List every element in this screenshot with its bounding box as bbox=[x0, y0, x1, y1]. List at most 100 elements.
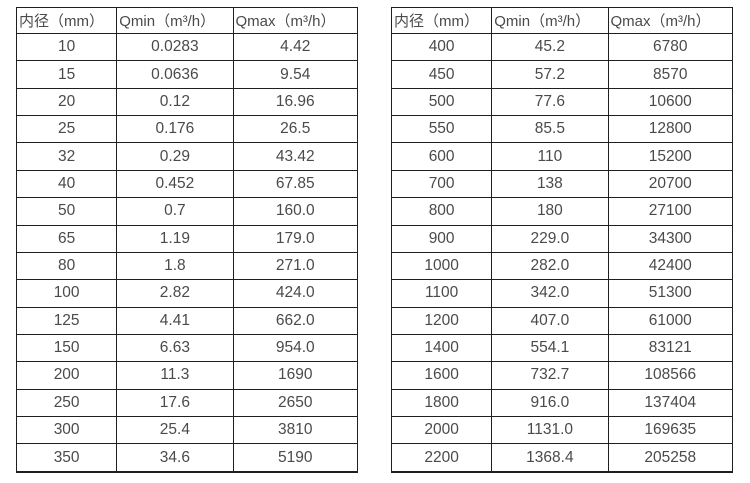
diameter-cell: 65 bbox=[15, 224, 118, 253]
qmin-cell: 11.3 bbox=[116, 361, 234, 390]
qmin-cell: 1131.0 bbox=[491, 416, 609, 445]
table-row: 600 110 15200 bbox=[390, 142, 734, 171]
table-row: 1600 732.7 108566 bbox=[390, 361, 734, 390]
diameter-cell: 200 bbox=[15, 361, 118, 390]
table-row: 450 57.2 8570 bbox=[390, 60, 734, 89]
qmax-cell: 9.54 bbox=[232, 60, 359, 89]
qmin-cell: 85.5 bbox=[491, 115, 609, 144]
qmin-cell: 110 bbox=[491, 142, 609, 171]
table-row: 15 0.0636 9.54 bbox=[15, 60, 359, 89]
table-row: 125 4.41 662.0 bbox=[15, 306, 359, 335]
diameter-cell: 20 bbox=[15, 87, 118, 117]
flow-rate-table-right: 内径（mm） Qmin（m³/h） Qmax（m³/h） 400 45.2 6780 45… bbox=[390, 7, 734, 473]
qmax-cell: 5190 bbox=[232, 443, 359, 473]
qmin-cell: 77.6 bbox=[491, 87, 609, 117]
table-row: 32 0.29 43.42 bbox=[15, 142, 359, 171]
qmin-cell: 732.7 bbox=[491, 361, 609, 390]
table-row: 1800 916.0 137404 bbox=[390, 388, 734, 418]
diameter-cell: 32 bbox=[15, 142, 118, 171]
table-row: 200 11.3 1690 bbox=[15, 361, 359, 390]
qmax-cell: 2650 bbox=[232, 388, 359, 418]
qmax-cell: 15200 bbox=[607, 142, 734, 171]
qmax-cell: 169635 bbox=[607, 416, 734, 445]
table-row: 1000 282.0 42400 bbox=[390, 251, 734, 281]
diameter-cell: 25 bbox=[15, 115, 118, 144]
qmax-cell: 20700 bbox=[607, 169, 734, 199]
table-row: 100 2.82 424.0 bbox=[15, 279, 359, 308]
table-row: 20 0.12 16.96 bbox=[15, 87, 359, 117]
diameter-cell: 150 bbox=[15, 333, 118, 363]
table-row: 25 0.176 26.5 bbox=[15, 115, 359, 144]
qmin-cell: 17.6 bbox=[116, 388, 234, 418]
qmax-cell: 42400 bbox=[607, 251, 734, 281]
qmax-cell: 662.0 bbox=[232, 306, 359, 335]
diameter-cell: 500 bbox=[390, 87, 493, 117]
diameter-cell: 50 bbox=[15, 197, 118, 226]
table-row: 2000 1131.0 169635 bbox=[390, 416, 734, 445]
qmin-cell: 0.7 bbox=[116, 197, 234, 226]
table-row: 1200 407.0 61000 bbox=[390, 306, 734, 335]
diameter-cell: 1100 bbox=[390, 279, 493, 308]
diameter-cell: 700 bbox=[390, 169, 493, 199]
table-row: 10 0.0283 4.42 bbox=[15, 32, 359, 62]
qmin-cell: 138 bbox=[491, 169, 609, 199]
qmin-cell: 0.176 bbox=[116, 115, 234, 144]
qmax-cell: 205258 bbox=[607, 443, 734, 473]
qmin-cell: 2.82 bbox=[116, 279, 234, 308]
header-row: 内径（mm） Qmin（m³/h） Qmax（m³/h） bbox=[15, 7, 359, 34]
qmax-cell: 12800 bbox=[607, 115, 734, 144]
qmin-cell: 57.2 bbox=[491, 60, 609, 89]
diameter-cell: 80 bbox=[15, 251, 118, 281]
qmax-cell: 67.85 bbox=[232, 169, 359, 199]
qmax-cell: 3810 bbox=[232, 416, 359, 445]
qmin-cell: 229.0 bbox=[491, 224, 609, 253]
qmax-cell: 61000 bbox=[607, 306, 734, 335]
qmax-cell: 34300 bbox=[607, 224, 734, 253]
qmin-cell: 25.4 bbox=[116, 416, 234, 445]
qmin-cell: 1.8 bbox=[116, 251, 234, 281]
qmax-cell: 26.5 bbox=[232, 115, 359, 144]
qmax-cell: 8570 bbox=[607, 60, 734, 89]
diameter-cell: 1400 bbox=[390, 333, 493, 363]
diameter-cell: 1600 bbox=[390, 361, 493, 390]
qmax-cell: 160.0 bbox=[232, 197, 359, 226]
qmin-cell: 407.0 bbox=[491, 306, 609, 335]
table-row: 2200 1368.4 205258 bbox=[390, 443, 734, 473]
diameter-cell: 400 bbox=[390, 32, 493, 62]
qmin-cell: 45.2 bbox=[491, 32, 609, 62]
qmin-cell: 0.12 bbox=[116, 87, 234, 117]
qmin-cell: 282.0 bbox=[491, 251, 609, 281]
table-row: 700 138 20700 bbox=[390, 169, 734, 199]
header-row: 内径（mm） Qmin（m³/h） Qmax（m³/h） bbox=[390, 7, 734, 34]
diameter-cell: 350 bbox=[15, 443, 118, 473]
diameter-cell: 300 bbox=[15, 416, 118, 445]
qmax-cell: 27100 bbox=[607, 197, 734, 226]
qmin-cell: 4.41 bbox=[116, 306, 234, 335]
table-row: 150 6.63 954.0 bbox=[15, 333, 359, 363]
qmax-cell: 83121 bbox=[607, 333, 734, 363]
table-row: 250 17.6 2650 bbox=[15, 388, 359, 418]
qmax-cell: 43.42 bbox=[232, 142, 359, 171]
table-row: 1400 554.1 83121 bbox=[390, 333, 734, 363]
qmin-column-header: Qmin（m³/h） bbox=[491, 7, 609, 34]
qmin-column-header: Qmin（m³/h） bbox=[116, 7, 234, 34]
diameter-cell: 250 bbox=[15, 388, 118, 418]
qmin-cell: 1368.4 bbox=[491, 443, 609, 473]
table-row: 50 0.7 160.0 bbox=[15, 197, 359, 226]
qmax-cell: 137404 bbox=[607, 388, 734, 418]
diameter-cell: 1200 bbox=[390, 306, 493, 335]
diameter-cell: 40 bbox=[15, 169, 118, 199]
table-row: 300 25.4 3810 bbox=[15, 416, 359, 445]
qmax-cell: 16.96 bbox=[232, 87, 359, 117]
qmin-cell: 180 bbox=[491, 197, 609, 226]
qmin-cell: 342.0 bbox=[491, 279, 609, 308]
qmax-cell: 424.0 bbox=[232, 279, 359, 308]
diameter-cell: 550 bbox=[390, 115, 493, 144]
table-row: 350 34.6 5190 bbox=[15, 443, 359, 473]
diameter-cell: 10 bbox=[15, 32, 118, 62]
table-row: 65 1.19 179.0 bbox=[15, 224, 359, 253]
qmin-cell: 1.19 bbox=[116, 224, 234, 253]
qmin-cell: 0.0636 bbox=[116, 60, 234, 89]
qmax-cell: 51300 bbox=[607, 279, 734, 308]
